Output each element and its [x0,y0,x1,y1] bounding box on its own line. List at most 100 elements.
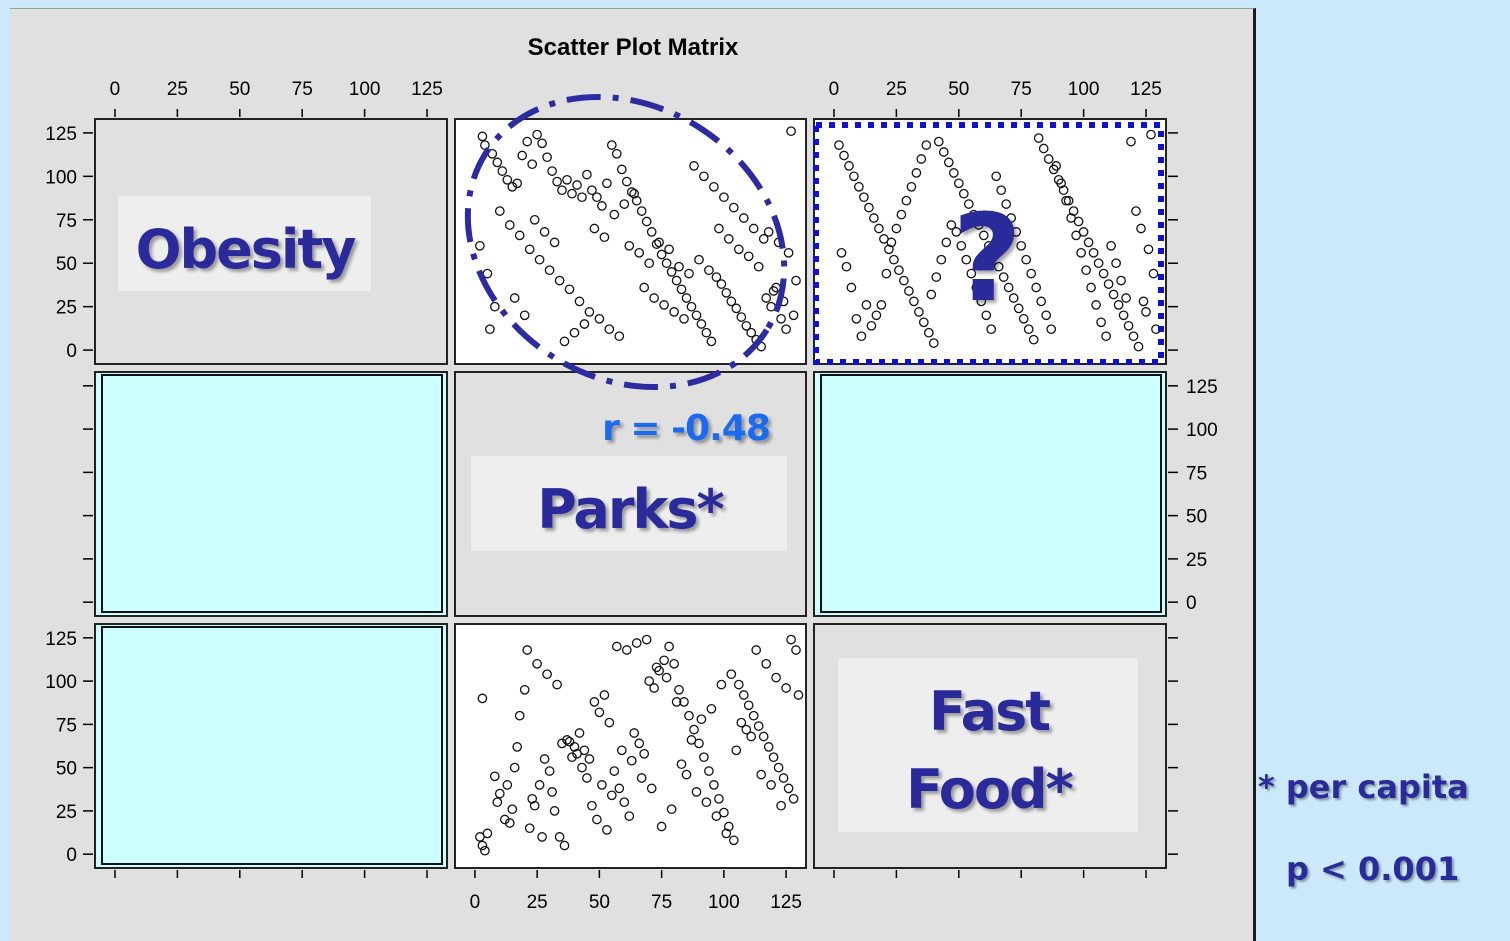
scatter-point [656,249,667,260]
scatter-point [776,313,786,324]
scatter-point [876,300,887,310]
scatter-point [532,129,542,140]
scatter-point [861,300,872,310]
scatter-point [1113,300,1124,310]
scatter-point [884,244,894,255]
scatter-point [1131,206,1141,216]
scatter-point [477,131,488,142]
right-tick-label: 25 [1186,550,1207,571]
scatter-point [1101,331,1111,342]
scatter-point [704,766,714,776]
top-tick-label: 0 [110,79,121,100]
scatter-point [699,752,709,763]
scatter-point [793,690,804,700]
scatter-point [1123,320,1134,331]
scatter-point [834,140,844,150]
top-tick-label: 75 [292,79,313,100]
scatter-point [786,634,796,645]
scatter-point [696,714,707,725]
scatter-point [706,336,717,347]
scatter-point [589,223,600,234]
scatter-point [1008,293,1019,303]
scatter-point [1041,310,1052,321]
scatter-point [1058,185,1069,196]
scatter-point [973,220,984,230]
scatter-point [679,313,689,324]
scatter-point [781,324,791,335]
scatter-point [686,735,697,745]
scatter-point [1128,331,1139,342]
scatter-point [584,754,595,764]
scatter-point [629,728,640,738]
scatter-point [644,258,655,269]
scatter-point [502,174,513,185]
scatter-point [549,237,560,248]
scatter-point [699,171,709,182]
scatter-point [641,216,652,227]
scatter-point [631,195,642,206]
scatter-point [791,645,801,655]
scatter-point [507,181,518,192]
scatter-point [666,267,677,277]
scatter-point [626,187,637,197]
bottom-tick-label: 50 [589,892,610,913]
scatter-point [871,310,882,321]
scatter-point [676,759,687,770]
scatter-point [542,669,552,680]
scatter-point [731,745,742,756]
scatter-point [773,762,784,773]
left-tick-label: 25 [56,298,77,319]
scatter-point [948,168,959,178]
scatter-point [788,793,799,804]
scatter-point [477,840,488,851]
left-tick-label: 100 [45,672,77,693]
scatter-point [726,296,737,307]
scatter-point [738,213,749,223]
scatter-point [592,814,602,825]
scatter-point [524,823,535,834]
left-tick-label: 50 [56,254,77,275]
scatter-point [569,327,580,338]
scatter-point [532,658,542,669]
scatter-point [906,181,917,192]
right-tick-label: 0 [1186,593,1197,614]
scatter-point [684,710,694,721]
scatter-point [614,331,625,342]
question-dotted-box [813,122,1164,365]
scatter-point [666,804,677,815]
scatter-point [507,804,518,815]
scatter-point [584,307,595,317]
scatter-point [502,780,513,790]
scatter-point [998,272,1009,282]
scatter-point [993,261,1004,272]
scatter-point [669,658,679,669]
fastfood-label-box [838,658,1138,832]
cell-fastfood-obesity [94,623,448,869]
scatter-point [916,154,927,164]
scatter-point [841,261,852,272]
scatter-point [621,645,632,655]
left-tick-label: 0 [66,341,77,362]
scatter-point [716,279,727,289]
scatter-point [634,247,645,258]
scatter-point [517,150,528,161]
scatter-point [562,174,572,185]
scatter-point [971,282,982,293]
scatter-point [631,638,642,648]
scatter-point [572,180,582,190]
scatter-point [529,800,540,811]
fastfood-label-line1: Fast [929,680,1050,743]
scatter-point [1136,223,1146,234]
scatter-point [721,828,732,839]
scatter-point [636,773,647,783]
scatter-point [577,762,587,773]
scatter-point [664,641,674,652]
chart-title: Scatter Plot Matrix [528,34,739,61]
scatter-point [748,710,759,721]
scatter-point [723,821,734,832]
scatter-point [1076,247,1086,258]
scatter-point [537,832,547,842]
scatter-point [728,835,739,846]
scatter-point [778,773,789,783]
scatter-point [904,286,914,296]
